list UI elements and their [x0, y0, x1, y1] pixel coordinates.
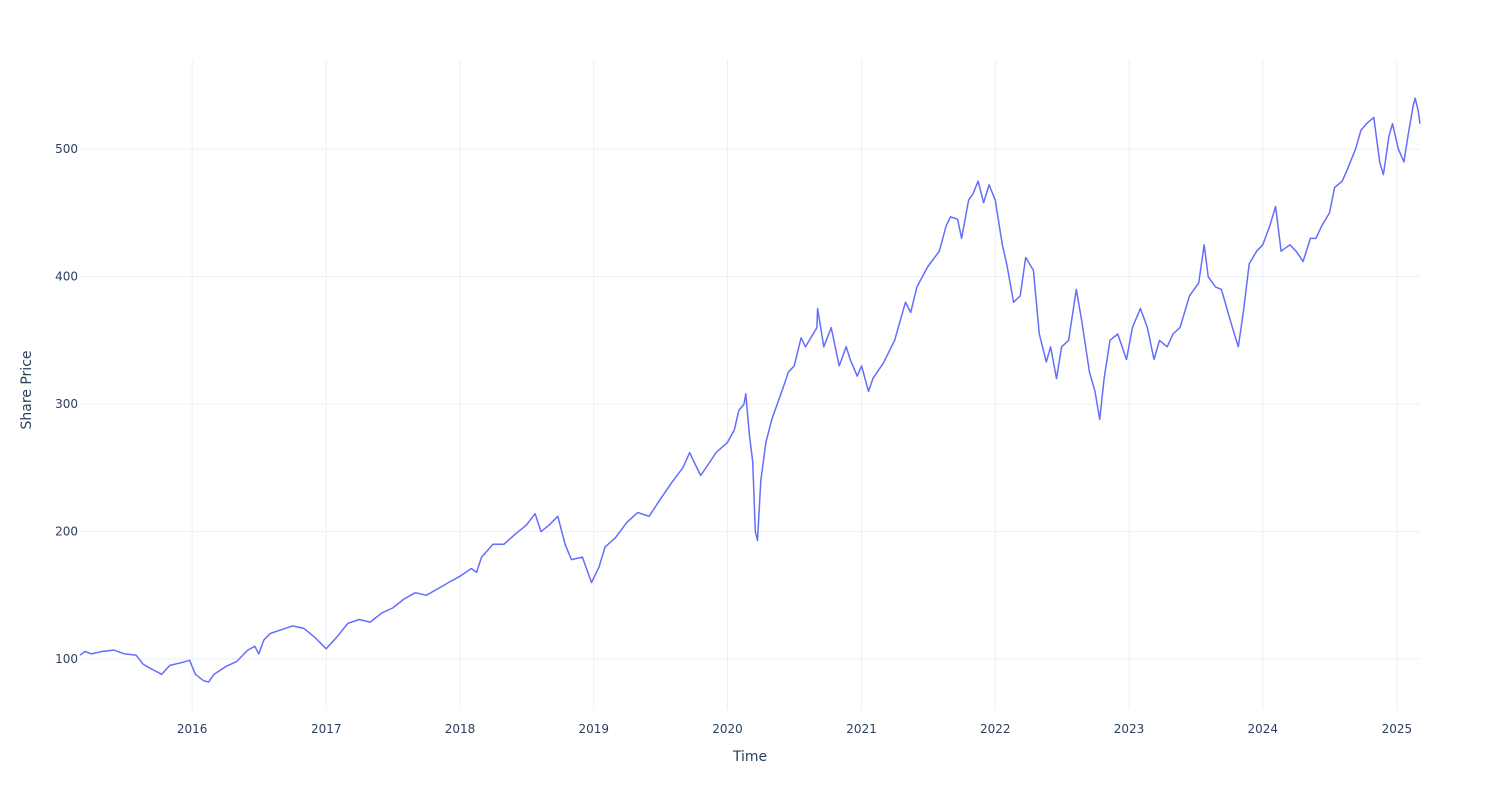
- x-tick-label: 2021: [846, 722, 877, 736]
- series-layer: [79, 97, 1421, 683]
- x-tick-label: 2025: [1382, 722, 1413, 736]
- x-tick-label: 2023: [1114, 722, 1145, 736]
- x-tick-label: 2019: [578, 722, 609, 736]
- y-tick-label: 500: [55, 142, 78, 156]
- x-axis-title: Time: [732, 749, 767, 765]
- x-tick-label: 2022: [980, 722, 1011, 736]
- x-tick-label: 2018: [445, 722, 476, 736]
- y-gridlines: [80, 148, 1420, 660]
- x-tick-label: 2016: [177, 722, 208, 736]
- x-tick-labels: 2016 2017 2018 2019 2020 2021 2022 2023 2024 2025: [177, 722, 1412, 736]
- y-tick-label: 400: [55, 270, 78, 284]
- y-axis-title: Share Price: [19, 350, 35, 429]
- y-tick-label: 300: [55, 397, 78, 411]
- series-line: [79, 97, 1421, 683]
- x-gridlines: [191, 60, 1398, 710]
- x-tick-label: 2024: [1248, 722, 1279, 736]
- y-tick-label: 200: [55, 525, 78, 539]
- x-tick-label: 2017: [311, 722, 342, 736]
- y-tick-labels: 100 200 300 400 500: [55, 142, 78, 666]
- y-tick-label: 100: [55, 652, 78, 666]
- x-tick-label: 2020: [712, 722, 743, 736]
